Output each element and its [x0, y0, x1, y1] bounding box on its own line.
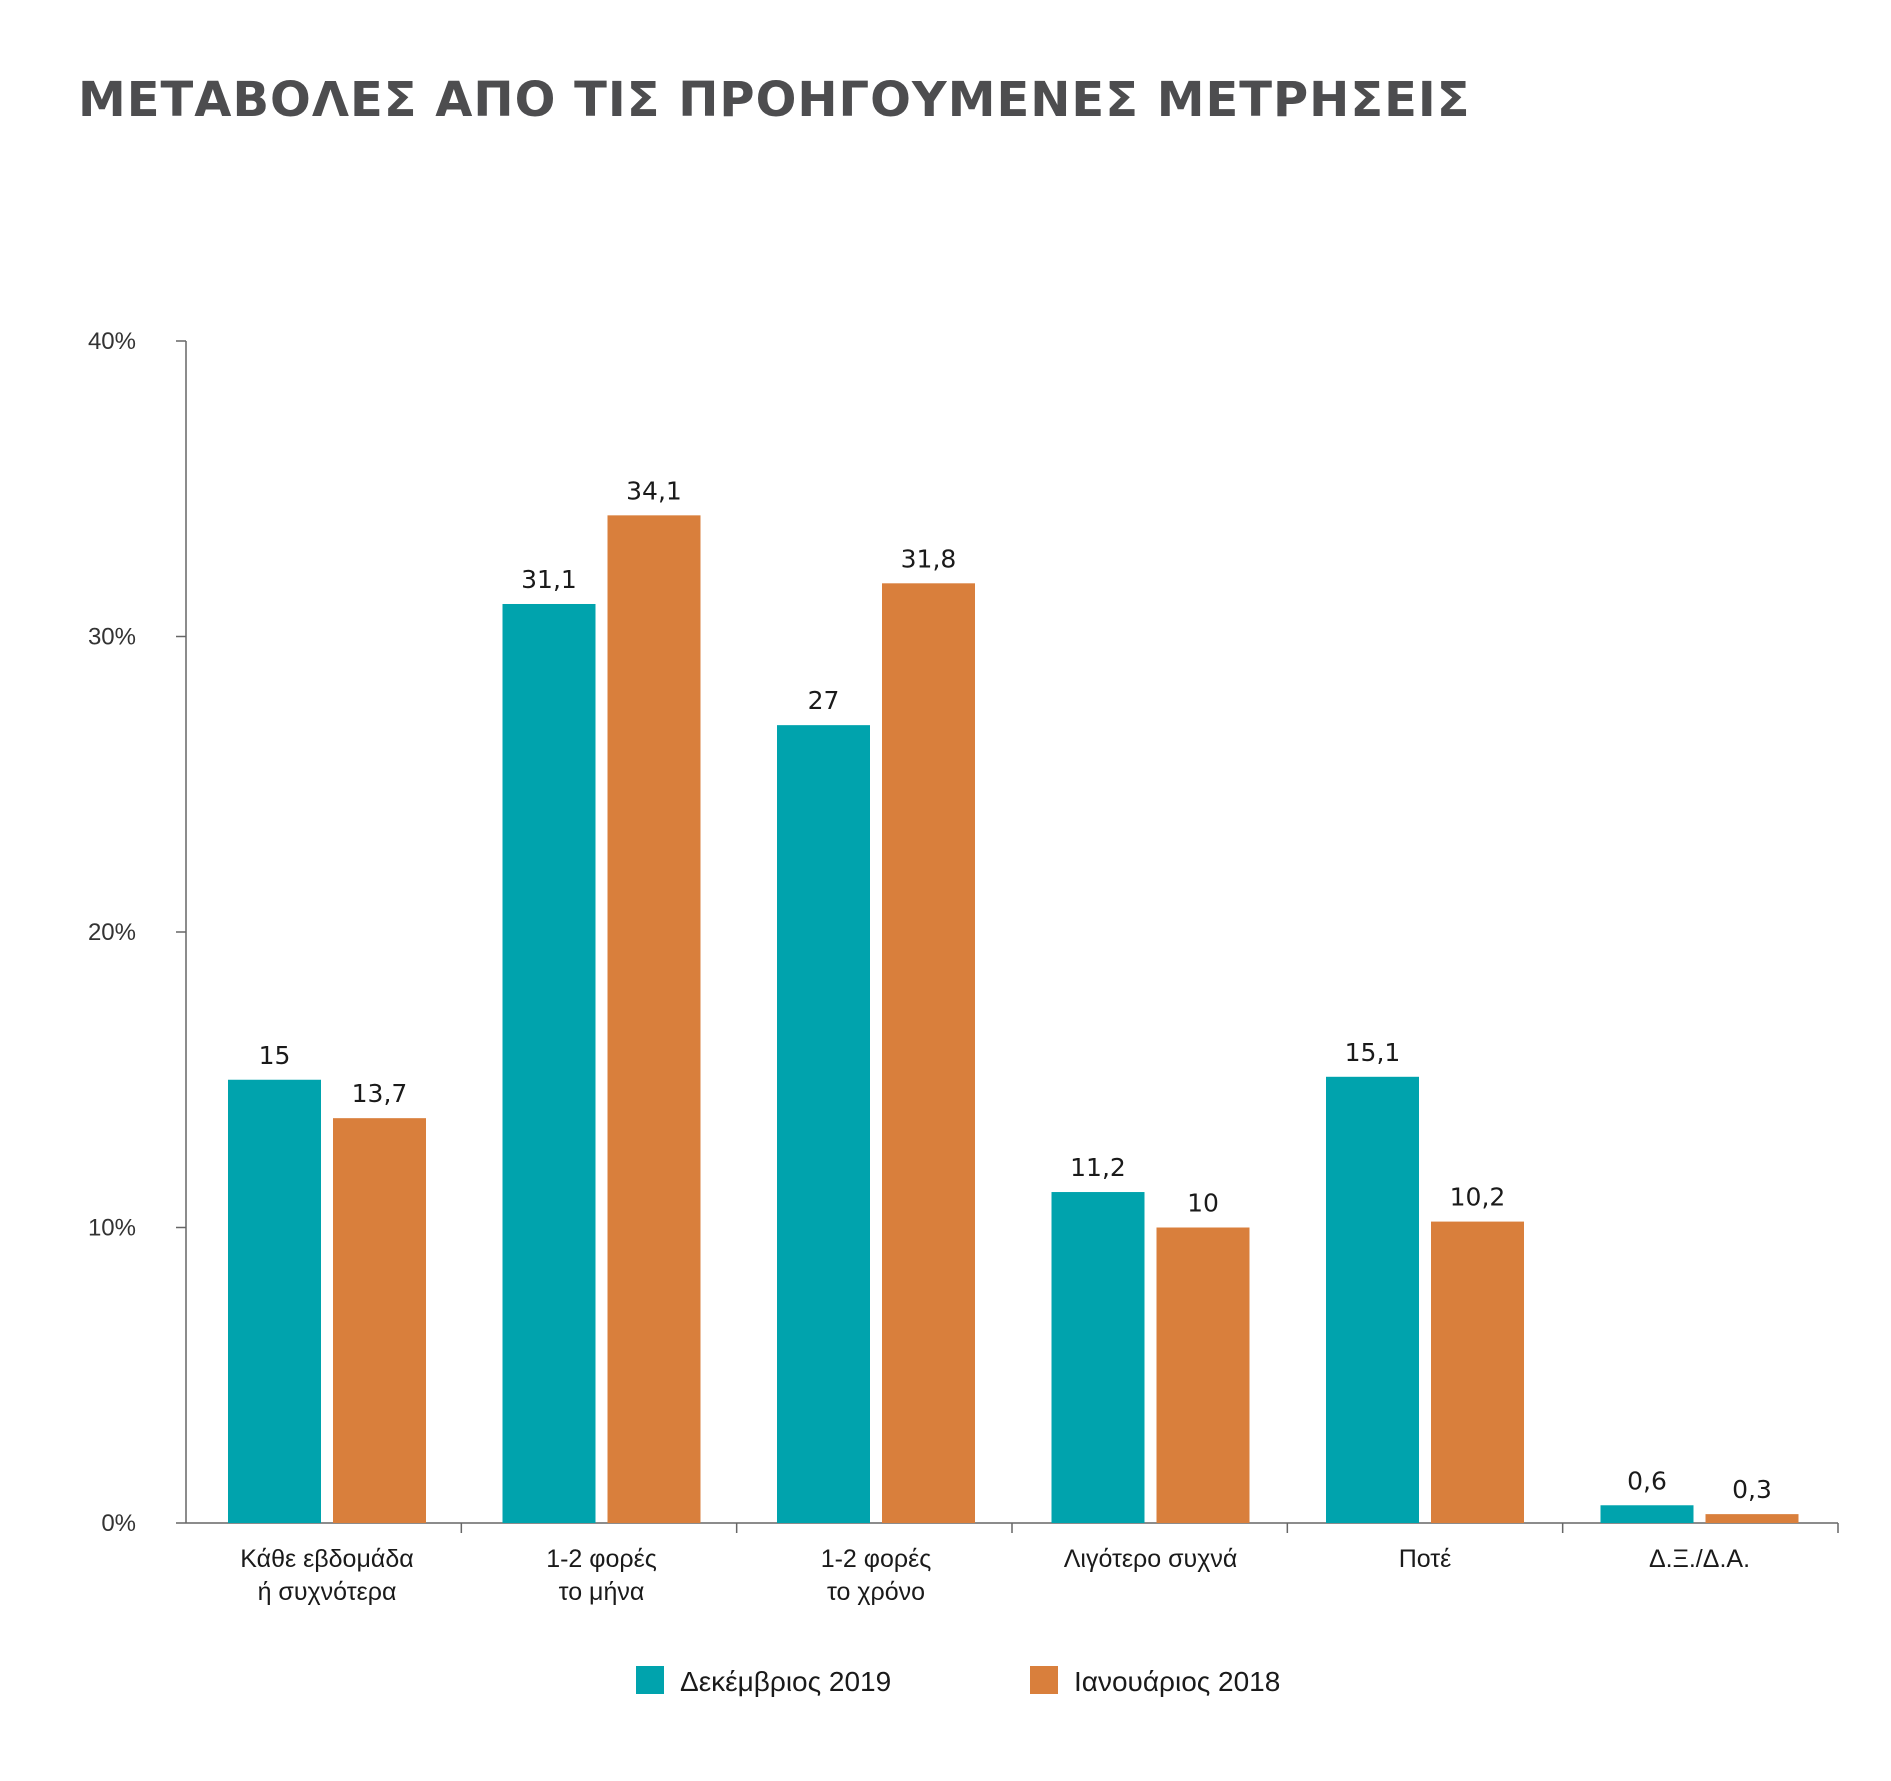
bar — [502, 603, 596, 1523]
bar — [1600, 1505, 1694, 1523]
data-label: 31,8 — [901, 544, 957, 573]
data-label: 10,2 — [1450, 1183, 1506, 1212]
data-label: 0,3 — [1732, 1475, 1772, 1504]
bar — [1051, 1192, 1145, 1523]
chart-title: ΜΕΤΑΒΟΛΕΣ ΑΠΟ ΤΙΣ ΠΡΟΗΓΟΥΜΕΝΕΣ ΜΕΤΡΗΣΕΙΣ — [78, 72, 1471, 128]
data-label: 15 — [259, 1041, 291, 1070]
y-tick-label: 30% — [88, 624, 136, 651]
y-tick-label: 20% — [88, 919, 136, 946]
value-labels: 15 13,7 31,1 34,1 27 31,8 11,2 10 15,1 10,2 0,6 0,3 — [259, 476, 1772, 1504]
data-label: 27 — [808, 686, 840, 715]
y-tick-label: 40% — [88, 328, 136, 355]
bars — [228, 515, 1799, 1523]
data-label: 34,1 — [626, 476, 682, 505]
data-label: 13,7 — [352, 1079, 408, 1108]
x-tick-label: το χρόνο — [827, 1578, 925, 1606]
legend-label: Δεκέμβριος 2019 — [680, 1666, 891, 1697]
data-label: 0,6 — [1627, 1466, 1667, 1495]
x-tick-label: ή συχνότερα — [258, 1578, 397, 1606]
data-label: 11,2 — [1070, 1153, 1126, 1182]
bar — [1431, 1221, 1524, 1523]
bar — [607, 515, 701, 1523]
data-label: 10 — [1187, 1189, 1219, 1218]
legend: Δεκέμβριος 2019 Ιανουάριος 2018 — [636, 1666, 1280, 1697]
x-tick-label: Λιγότερο συχνά — [1064, 1545, 1238, 1573]
x-tick-label: 1-2 φορές — [546, 1545, 657, 1573]
axes: 0% 10% 20% 30% 40% — [88, 328, 1839, 1537]
bar — [333, 1118, 426, 1523]
bar — [1326, 1076, 1419, 1523]
data-label: 15,1 — [1345, 1038, 1401, 1067]
bar — [1705, 1514, 1799, 1523]
x-tick-label: Ποτέ — [1399, 1545, 1452, 1573]
x-tick-label: 1-2 φορές — [821, 1545, 932, 1573]
legend-swatch — [636, 1666, 664, 1694]
x-tick-label: Δ.Ξ./Δ.Α. — [1649, 1545, 1750, 1573]
bar — [777, 725, 870, 1523]
data-label: 31,1 — [521, 565, 577, 594]
y-tick-label: 0% — [101, 1510, 136, 1537]
legend-label: Ιανουάριος 2018 — [1074, 1666, 1280, 1697]
bar — [228, 1079, 321, 1523]
bar — [882, 583, 975, 1523]
category-labels: Κάθε εβδομάδα ή συχνότερα 1-2 φορές το μήνα… — [240, 1545, 1750, 1606]
bar — [1156, 1227, 1250, 1523]
x-tick-label: Κάθε εβδομάδα — [240, 1545, 413, 1573]
x-tick-label: το μήνα — [559, 1578, 645, 1606]
y-tick-label: 10% — [88, 1215, 136, 1242]
legend-swatch — [1030, 1666, 1058, 1694]
